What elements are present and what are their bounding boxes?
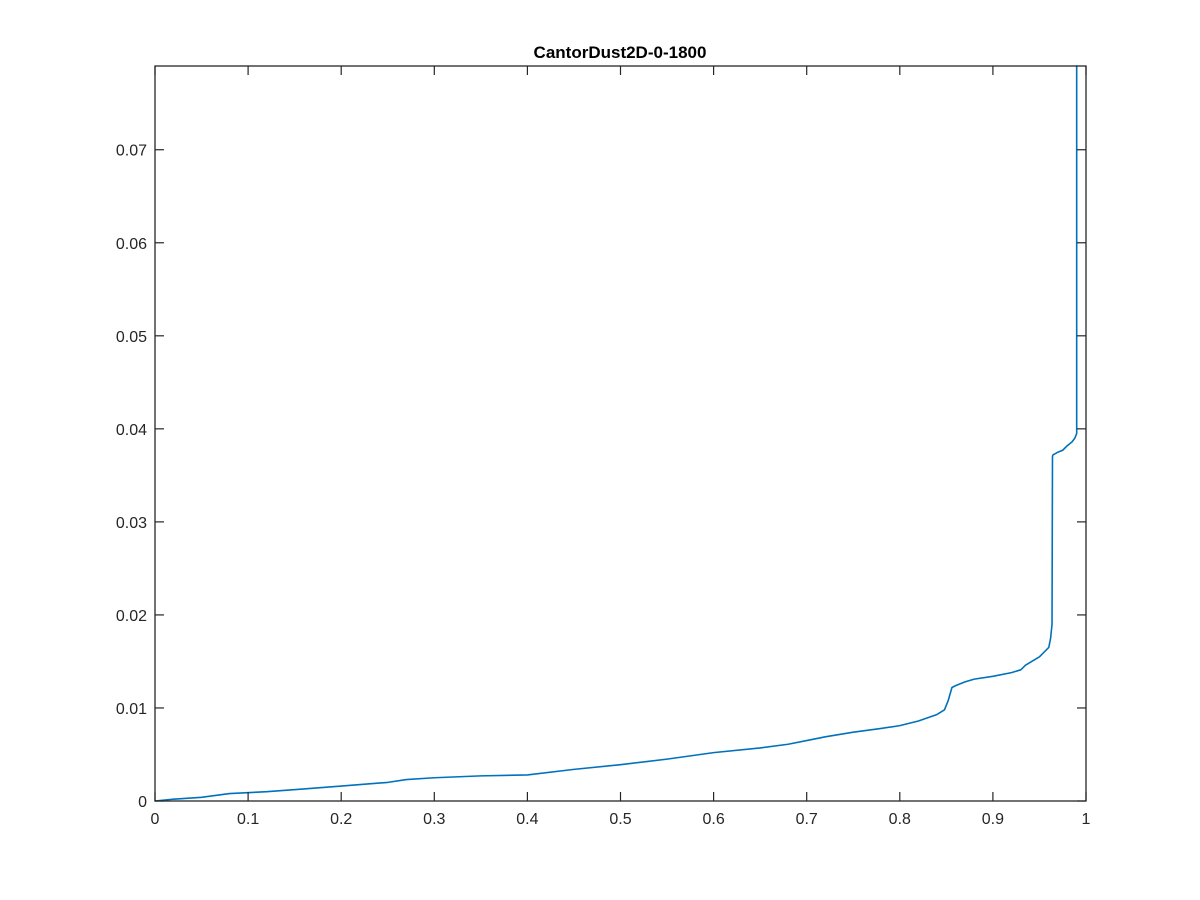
y-tick-label: 0.03 (116, 515, 147, 532)
x-tick-label: 0.2 (330, 811, 352, 828)
axes-layer: 0 0.1 0.2 0.3 0.4 0.5 0.6 0.7 0.8 0.9 1 0 0.01 0.02 0.… (116, 65, 1091, 828)
x-tick-label: 0 (151, 811, 160, 828)
y-tick-label: 0.05 (116, 329, 147, 346)
x-tick-label: 0.3 (423, 811, 445, 828)
y-tick-label: 0.04 (116, 422, 147, 439)
x-tick-label: 0.8 (889, 811, 911, 828)
x-tick-label: 0.1 (237, 811, 259, 828)
x-tick-label: 0.7 (796, 811, 818, 828)
y-tick-label: 0 (138, 794, 147, 811)
x-tick-label: 0.5 (609, 811, 631, 828)
x-tick-label: 1 (1082, 811, 1091, 828)
series-line-0 (154, 65, 1078, 802)
chart-title: CantorDust2D-0-1800 (534, 43, 707, 62)
x-tick-label: 0.9 (982, 811, 1004, 828)
y-tick-label: 0.01 (116, 701, 147, 718)
plot-layer (154, 65, 1086, 802)
y-tick-label: 0.06 (116, 236, 147, 253)
y-tick-label: 0.02 (116, 608, 147, 625)
y-tick-label: 0.07 (116, 143, 147, 160)
plot-area (155, 66, 1086, 801)
x-tick-label: 0.4 (516, 811, 538, 828)
x-tick-label: 0.6 (702, 811, 724, 828)
